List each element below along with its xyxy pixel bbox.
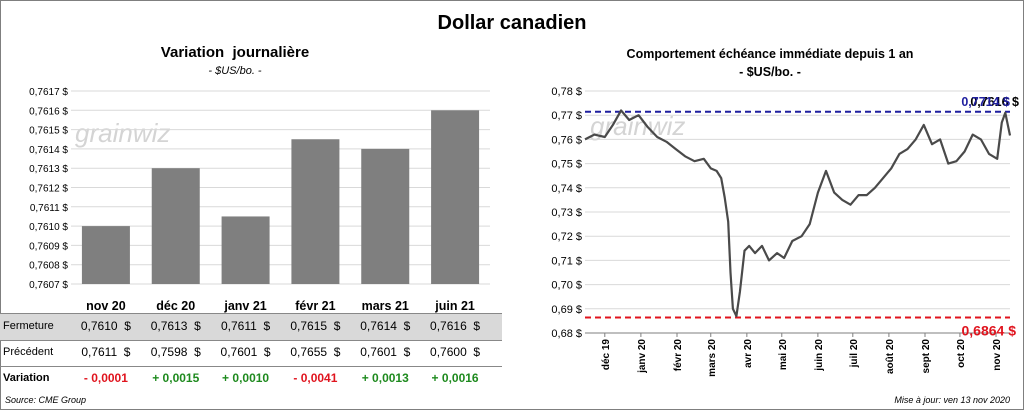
bar-y-tick-label: 0,7614 $: [29, 145, 68, 156]
page-title: Dollar canadien: [437, 12, 587, 34]
bar-x-tick-label: mars 21: [362, 299, 409, 313]
table-cell: 0,7616 $: [430, 319, 481, 333]
bar-y-tick-label: 0,7612 $: [29, 184, 68, 195]
table-cell: 0,7611 $: [221, 319, 271, 333]
bar-x-tick-label: déc 20: [156, 299, 195, 313]
bar-y-tick-label: 0,7617 $: [29, 87, 68, 98]
bar-x-tick-label: janv 21: [223, 299, 266, 313]
table-cell: 0,7610 $: [80, 319, 131, 333]
table-row: Fermeture 0,7610 $ 0,7613 $ 0,7611 $ 0,7615 …: [0, 313, 502, 341]
table-cell: 0,7655 $: [290, 345, 341, 359]
table-cell: 0,7600 $: [430, 345, 481, 359]
table-cell: 0,7611 $: [81, 345, 131, 359]
bar-chart-subtitle: - $US/bo. -: [208, 65, 262, 77]
table-cell: 0,7615 $: [290, 319, 341, 333]
bar-y-tick-label: 0,7607 $: [29, 280, 68, 291]
line-chart-title: Comportement échéance immédiate depuis 1…: [626, 47, 914, 61]
source-note: Source: CME Group: [5, 395, 87, 405]
table-row-label: Fermeture: [3, 320, 54, 332]
table-cell: - 0,0001: [83, 371, 128, 385]
table-row-label: Variation: [3, 372, 50, 384]
table-cell: 0,7601 $: [360, 345, 411, 359]
bar: [151, 168, 200, 284]
table-row: Précédent 0,7611 $ 0,7598 $ 0,7601 $ 0,7655 …: [0, 340, 502, 367]
table-cell: 0,7614 $: [360, 319, 411, 333]
bar-y-tick-label: 0,7609 $: [29, 241, 68, 252]
table-cell: + 0,0010: [222, 371, 270, 385]
table-cell: 0,7613 $: [150, 319, 201, 333]
watermark-text: grainwiz: [75, 118, 170, 148]
bar-x-tick-label: nov 20: [86, 299, 126, 313]
bar: [221, 216, 270, 284]
bar-chart-title: Variation journalière: [160, 44, 310, 61]
bar-y-tick-label: 0,7613 $: [29, 164, 68, 175]
update-note: Mise à jour: ven 13 nov 2020: [894, 395, 1010, 405]
table-row: Variation - 0,0001 + 0,0015 + 0,0010 - 0,004…: [0, 366, 502, 392]
bar: [81, 226, 130, 284]
table-cell: 0,7598 $: [150, 345, 201, 359]
table-cell: + 0,0013: [361, 371, 409, 385]
bar: [431, 110, 480, 284]
table-cell: + 0,0015: [152, 371, 200, 385]
bar-x-tick-label: juin 21: [434, 299, 475, 313]
bar: [361, 148, 410, 284]
table-cell: + 0,0016: [431, 371, 479, 385]
bar-y-tick-label: 0,7610 $: [29, 222, 68, 233]
bar-chart: grainwiz 0,7607 $ 0,7608 $ 0,7609 $ 0,7610 $…: [29, 87, 490, 313]
table-row-label: Précédent: [3, 346, 54, 358]
bar-y-tick-label: 0,7608 $: [29, 261, 68, 272]
bar-x-tick-label: févr 21: [295, 299, 335, 313]
table-cell: 0,7601 $: [220, 345, 271, 359]
line-chart-subtitle: - $US/bo. -: [739, 65, 801, 79]
table-cell: - 0,0041: [293, 371, 338, 385]
bar-y-tick-label: 0,7611 $: [30, 203, 69, 214]
bar-y-tick-label: 0,7616 $: [29, 106, 68, 117]
bar: [291, 139, 340, 284]
bar-y-tick-label: 0,7615 $: [29, 126, 68, 137]
